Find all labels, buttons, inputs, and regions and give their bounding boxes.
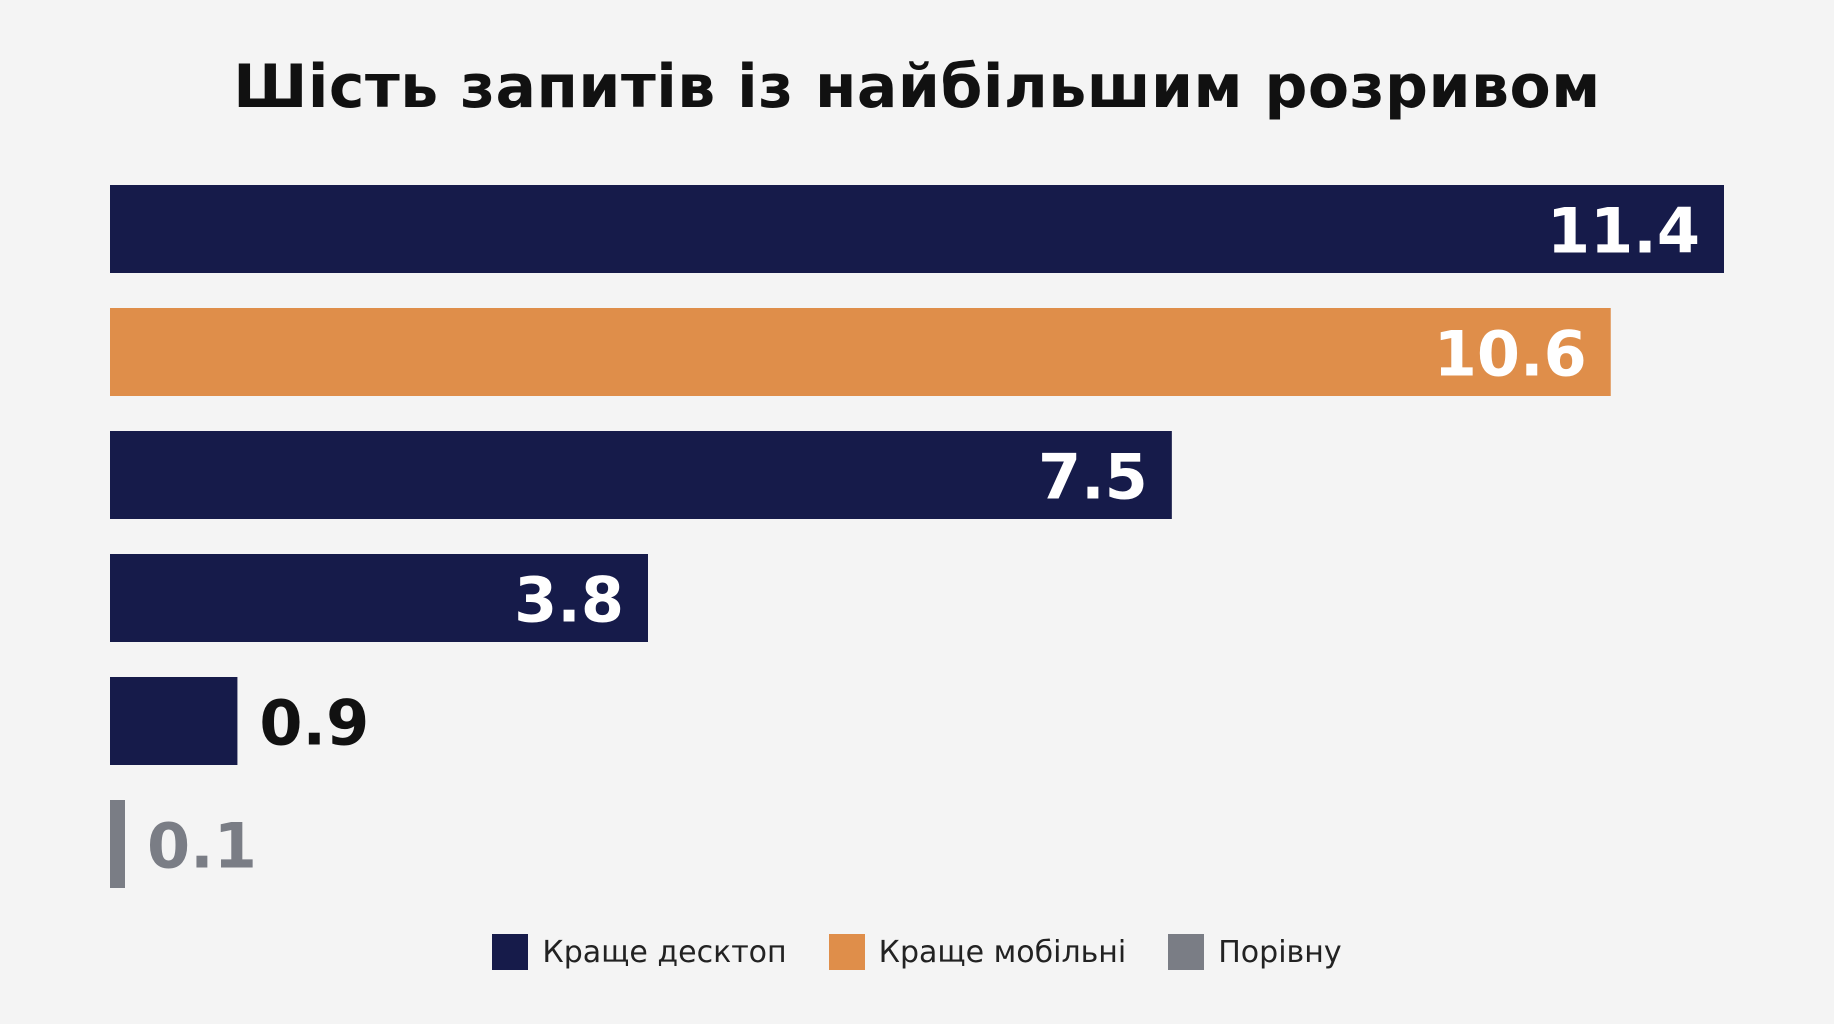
bar-value-label-2: 7.5	[1038, 441, 1148, 514]
bar-5	[110, 800, 125, 888]
legend-swatch-mobile	[828, 934, 865, 970]
legend-swatch-desktop	[492, 934, 529, 970]
bar-value-label-4: 0.9	[259, 687, 369, 760]
bar-value-label-1: 10.6	[1434, 318, 1587, 391]
bar-3	[110, 554, 648, 642]
bar-2	[110, 431, 1172, 519]
legend: Краще десктоп Краще мобільні Порівну	[0, 934, 1834, 970]
bar-value-label-3: 3.8	[514, 564, 624, 637]
bar-value-label-0: 11.4	[1547, 195, 1700, 268]
legend-item-equal: Порівну	[1168, 934, 1342, 970]
bar-value-label-5: 0.1	[147, 810, 257, 883]
legend-label-mobile: Краще мобільні	[878, 934, 1127, 970]
legend-swatch-equal	[1168, 934, 1205, 970]
legend-item-mobile: Краще мобільні	[828, 934, 1127, 970]
legend-label-equal: Порівну	[1218, 934, 1342, 970]
bar-4	[110, 677, 238, 765]
bar-1	[110, 308, 1611, 396]
legend-item-desktop: Краще десктоп	[492, 934, 787, 970]
legend-label-desktop: Краще десктоп	[542, 934, 787, 970]
bar-0	[110, 185, 1724, 273]
chart-title: Шість запитів із найбільшим розривом	[233, 52, 1601, 122]
